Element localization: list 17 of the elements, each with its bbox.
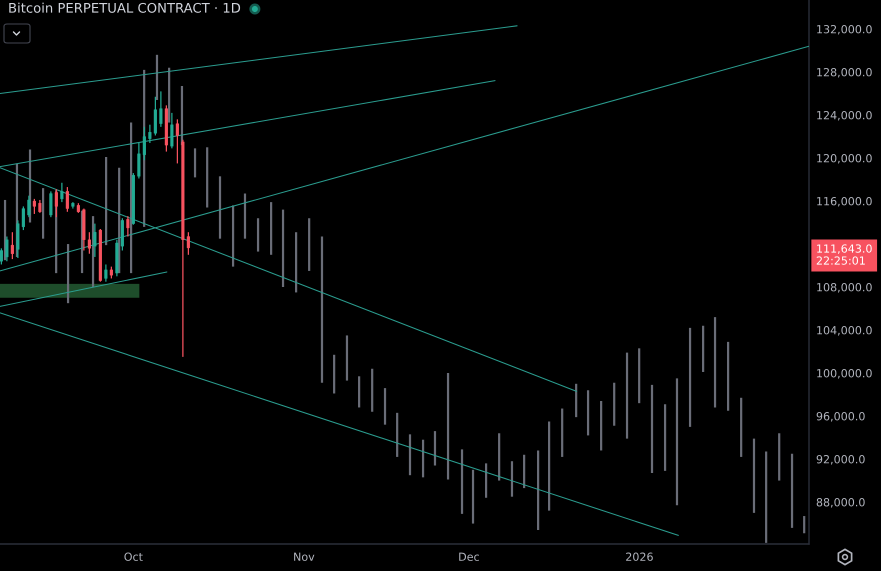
y-tick-label: 124,000.0 — [817, 111, 872, 121]
text: 111,643.0 22:25:01 — [816, 244, 872, 265]
y-tick-label: 108,000.0 — [817, 283, 872, 293]
x-tick-label: Dec — [459, 552, 479, 561]
y-tick-label: 116,000.0 — [817, 197, 872, 207]
chart-title: Bitcoin PERPETUAL CONTRACT · 1D — [9, 2, 240, 13]
x-tick-label: Nov — [294, 552, 314, 561]
y-tick-label: 88,000.0 — [816, 498, 865, 508]
y-tick-label: 132,000.0 — [817, 25, 872, 35]
y-tick-label: 104,000.0 — [817, 326, 872, 336]
y-tick-label: 128,000.0 — [817, 68, 872, 78]
y-tick-label: 100,000.0 — [817, 369, 872, 379]
y-tick-label: 92,000.0 — [816, 455, 865, 465]
y-tick-label: 120,000.0 — [817, 154, 872, 164]
y-tick-label: 96,000.0 — [816, 412, 865, 422]
x-tick-label: 2026 — [626, 552, 653, 561]
x-tick-label: Oct — [124, 552, 143, 561]
